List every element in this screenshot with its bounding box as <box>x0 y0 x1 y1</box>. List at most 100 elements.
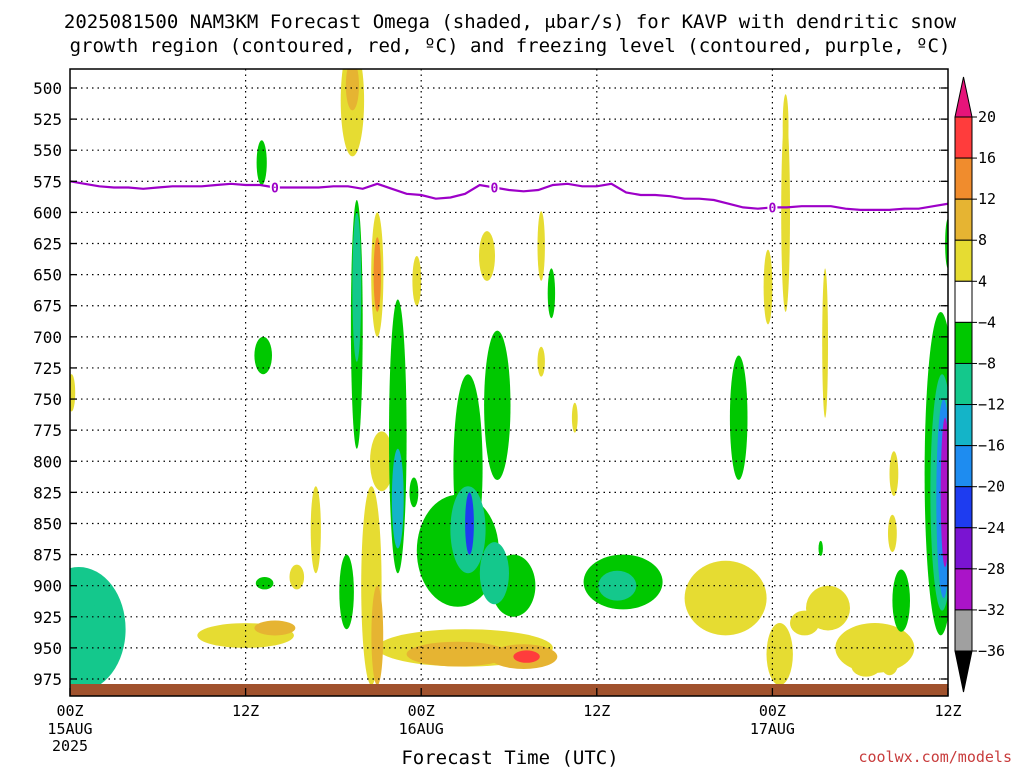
x-tick-sublabel-0-0: 15AUG <box>47 720 92 738</box>
y-tick-label-675: 675 <box>33 297 62 316</box>
x-tick-label-4: 00Z <box>759 702 786 720</box>
omega-region-33 <box>729 355 748 480</box>
y-tick-label-725: 725 <box>33 359 62 378</box>
y-tick-label-900: 900 <box>33 577 62 596</box>
omega-region-49 <box>371 585 384 686</box>
omega-region-30 <box>339 554 354 630</box>
y-tick-label-950: 950 <box>33 639 62 658</box>
omega-region-35 <box>892 569 910 632</box>
y-tick-label-775: 775 <box>33 421 62 440</box>
omega-region-21 <box>818 540 823 556</box>
y-tick-label-650: 650 <box>33 266 62 285</box>
x-tick-sublabel-0-1: 2025 <box>52 737 88 755</box>
omega-region-53 <box>598 570 637 601</box>
colorbar-label-3: 8 <box>978 231 987 249</box>
y-tick-label-850: 850 <box>33 514 62 533</box>
colorbar-label-12: −32 <box>978 601 1005 619</box>
omega-region-1 <box>289 564 305 590</box>
colorbar-band-6 <box>954 362 973 406</box>
colorbar-band-2 <box>954 198 973 241</box>
colorbar-label-8: −16 <box>978 437 1005 455</box>
x-tick-label-5: 12Z <box>934 702 961 720</box>
omega-region-34 <box>851 656 881 677</box>
omega-region-5 <box>571 402 578 433</box>
omega-region-18 <box>537 346 545 377</box>
y-tick-label-550: 550 <box>33 141 62 160</box>
omega-region-15 <box>254 336 272 375</box>
freezing-level-label-bg-2 <box>767 200 778 214</box>
omega-region-62 <box>465 492 474 555</box>
colorbar-band-9 <box>954 486 973 529</box>
y-tick-label-750: 750 <box>33 390 62 409</box>
surface-terrain <box>70 684 948 696</box>
omega-region-14 <box>256 140 267 186</box>
y-tick-label-800: 800 <box>33 452 62 471</box>
omega-region-56 <box>479 542 509 605</box>
omega-region-11 <box>822 268 828 418</box>
colorbar-label-13: −36 <box>978 642 1005 660</box>
omega-region-17 <box>409 477 419 508</box>
omega-region-19 <box>547 268 556 319</box>
omega-region-9 <box>766 623 793 686</box>
omega-region-45 <box>254 620 296 636</box>
colorbar-label-9: −20 <box>978 478 1005 496</box>
colorbar-label-11: −28 <box>978 560 1005 578</box>
x-tick-label-3: 12Z <box>583 702 610 720</box>
colorbar-under-triangle <box>954 650 973 693</box>
freezing-level-contour: 0 0 0 <box>70 180 948 216</box>
colorbar-band-1 <box>954 157 973 200</box>
omega-region-4 <box>537 211 545 281</box>
chart-title-line1: 2025081500 NAM3KM Forecast Omega (shaded… <box>64 11 957 33</box>
colorbar-band-0 <box>954 116 973 159</box>
colorbar-band-12 <box>954 609 973 652</box>
x-axis-label: Forecast Time (UTC) <box>401 747 618 768</box>
y-tick-label-975: 975 <box>33 670 62 689</box>
omega-region-0 <box>70 374 76 412</box>
y-tick-label-525: 525 <box>33 110 62 129</box>
colorbar-band-8 <box>954 445 973 488</box>
colorbar-label-5: −4 <box>978 313 996 331</box>
chart-title-line2: growth region (contoured, red, ºC) and f… <box>70 35 951 57</box>
y-tick-label-875: 875 <box>33 546 62 565</box>
colorbar-over-triangle <box>954 76 973 118</box>
freezing-level-label-1: 0 <box>490 182 498 197</box>
y-tick-label-625: 625 <box>33 235 62 254</box>
omega-region-24 <box>888 514 897 553</box>
colorbar-label-0: 20 <box>978 108 996 126</box>
freezing-level-label-bg-0 <box>269 180 280 194</box>
omega-region-12 <box>889 451 899 497</box>
colorbar-band-3 <box>954 239 973 282</box>
omega-region-8 <box>782 94 789 157</box>
plot-frame <box>69 68 949 697</box>
freezing-level-line <box>70 180 948 211</box>
y-tick-label-600: 600 <box>33 203 62 222</box>
colorbar-label-10: −24 <box>978 519 1005 537</box>
x-tick-sublabel-2-0: 16AUG <box>399 720 444 738</box>
colorbar-label-2: 12 <box>978 190 996 208</box>
y-axis-ticks: 500 525 550 575 600 625 650 675 700 725 750 775 800 8… <box>33 79 948 689</box>
colorbar-band-5 <box>954 321 973 364</box>
colorbar-label-4: 4 <box>978 272 987 290</box>
omega-region-20 <box>684 560 767 636</box>
omega-region-51 <box>352 212 362 362</box>
colorbar: 20 16 12 8 4 −4 −8 −12 −16 −20 −24 −28 −32 −36 <box>954 76 1005 693</box>
y-tick-label-700: 700 <box>33 328 62 347</box>
omega-region-58 <box>373 237 381 312</box>
freezing-level-label-0: 0 <box>271 182 279 197</box>
omega-region-54 <box>70 626 117 682</box>
y-tick-label-575: 575 <box>33 172 62 191</box>
x-tick-label-0: 00Z <box>56 702 83 720</box>
colorbar-band-10 <box>954 527 973 570</box>
y-tick-label-825: 825 <box>33 483 62 502</box>
x-tick-label-1: 12Z <box>232 702 259 720</box>
grid-lines <box>70 69 948 696</box>
omega-region-28 <box>484 330 511 480</box>
omega-region-47 <box>345 69 359 111</box>
colorbar-band-7 <box>954 404 973 447</box>
colorbar-label-6: −8 <box>978 354 996 372</box>
credit-text: coolwx.com/models <box>858 748 1012 766</box>
y-tick-label-500: 500 <box>33 79 62 98</box>
omega-region-29 <box>479 231 495 281</box>
colorbar-band-11 <box>954 568 973 611</box>
